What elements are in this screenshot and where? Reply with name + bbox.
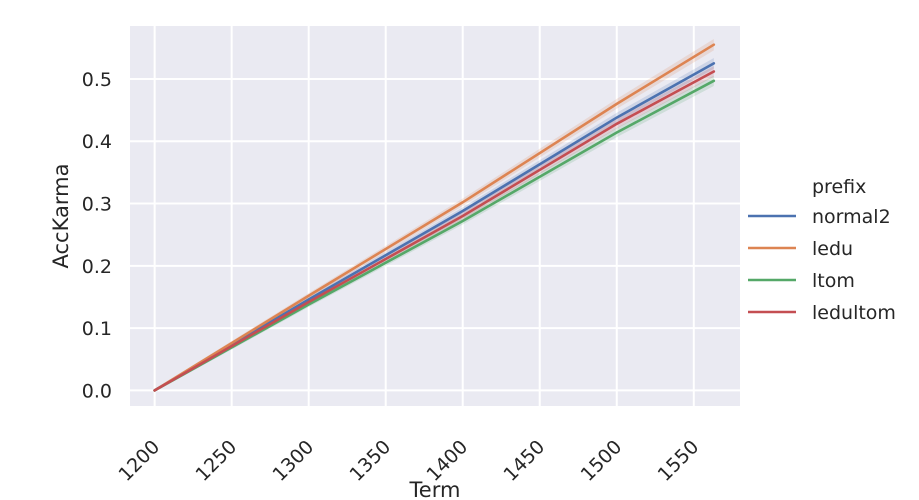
series-line-ledu xyxy=(153,43,716,392)
legend-label-normal2: normal2 xyxy=(812,206,891,228)
x-tick-label: 1250 xyxy=(191,436,241,486)
grid xyxy=(130,26,740,406)
legend-label-ledultom: ledultom xyxy=(812,302,896,324)
series-line-ledultom xyxy=(153,70,716,392)
x-tick-label: 1350 xyxy=(345,436,395,486)
y-tick-label: 0.4 xyxy=(82,131,112,153)
x-tick-label: 1550 xyxy=(654,436,704,486)
legend-label-ltom: ltom xyxy=(812,270,855,292)
x-tick-label: 1200 xyxy=(114,436,164,486)
y-tick-label: 0.1 xyxy=(82,318,112,340)
y-tick-label: 0.2 xyxy=(82,256,112,278)
x-tick-label: 1300 xyxy=(268,436,318,486)
y-axis-title: AccKarma xyxy=(49,164,73,269)
y-tick-label: 0.0 xyxy=(82,380,112,402)
y-tick-label: 0.5 xyxy=(82,69,112,91)
legend-title: prefix xyxy=(812,176,866,198)
series-line-ltom xyxy=(153,79,716,392)
x-axis-title: Term xyxy=(409,478,461,500)
legend-label-ledu: ledu xyxy=(812,238,853,260)
series-lines xyxy=(153,43,716,392)
series-line-normal2 xyxy=(153,62,716,392)
y-tick-label: 0.3 xyxy=(82,194,112,216)
x-tick-label: 1500 xyxy=(577,436,627,486)
y-tick-labels: 0.0 0.1 0.2 0.3 0.4 0.5 xyxy=(82,69,112,402)
x-tick-label: 1450 xyxy=(500,436,550,486)
